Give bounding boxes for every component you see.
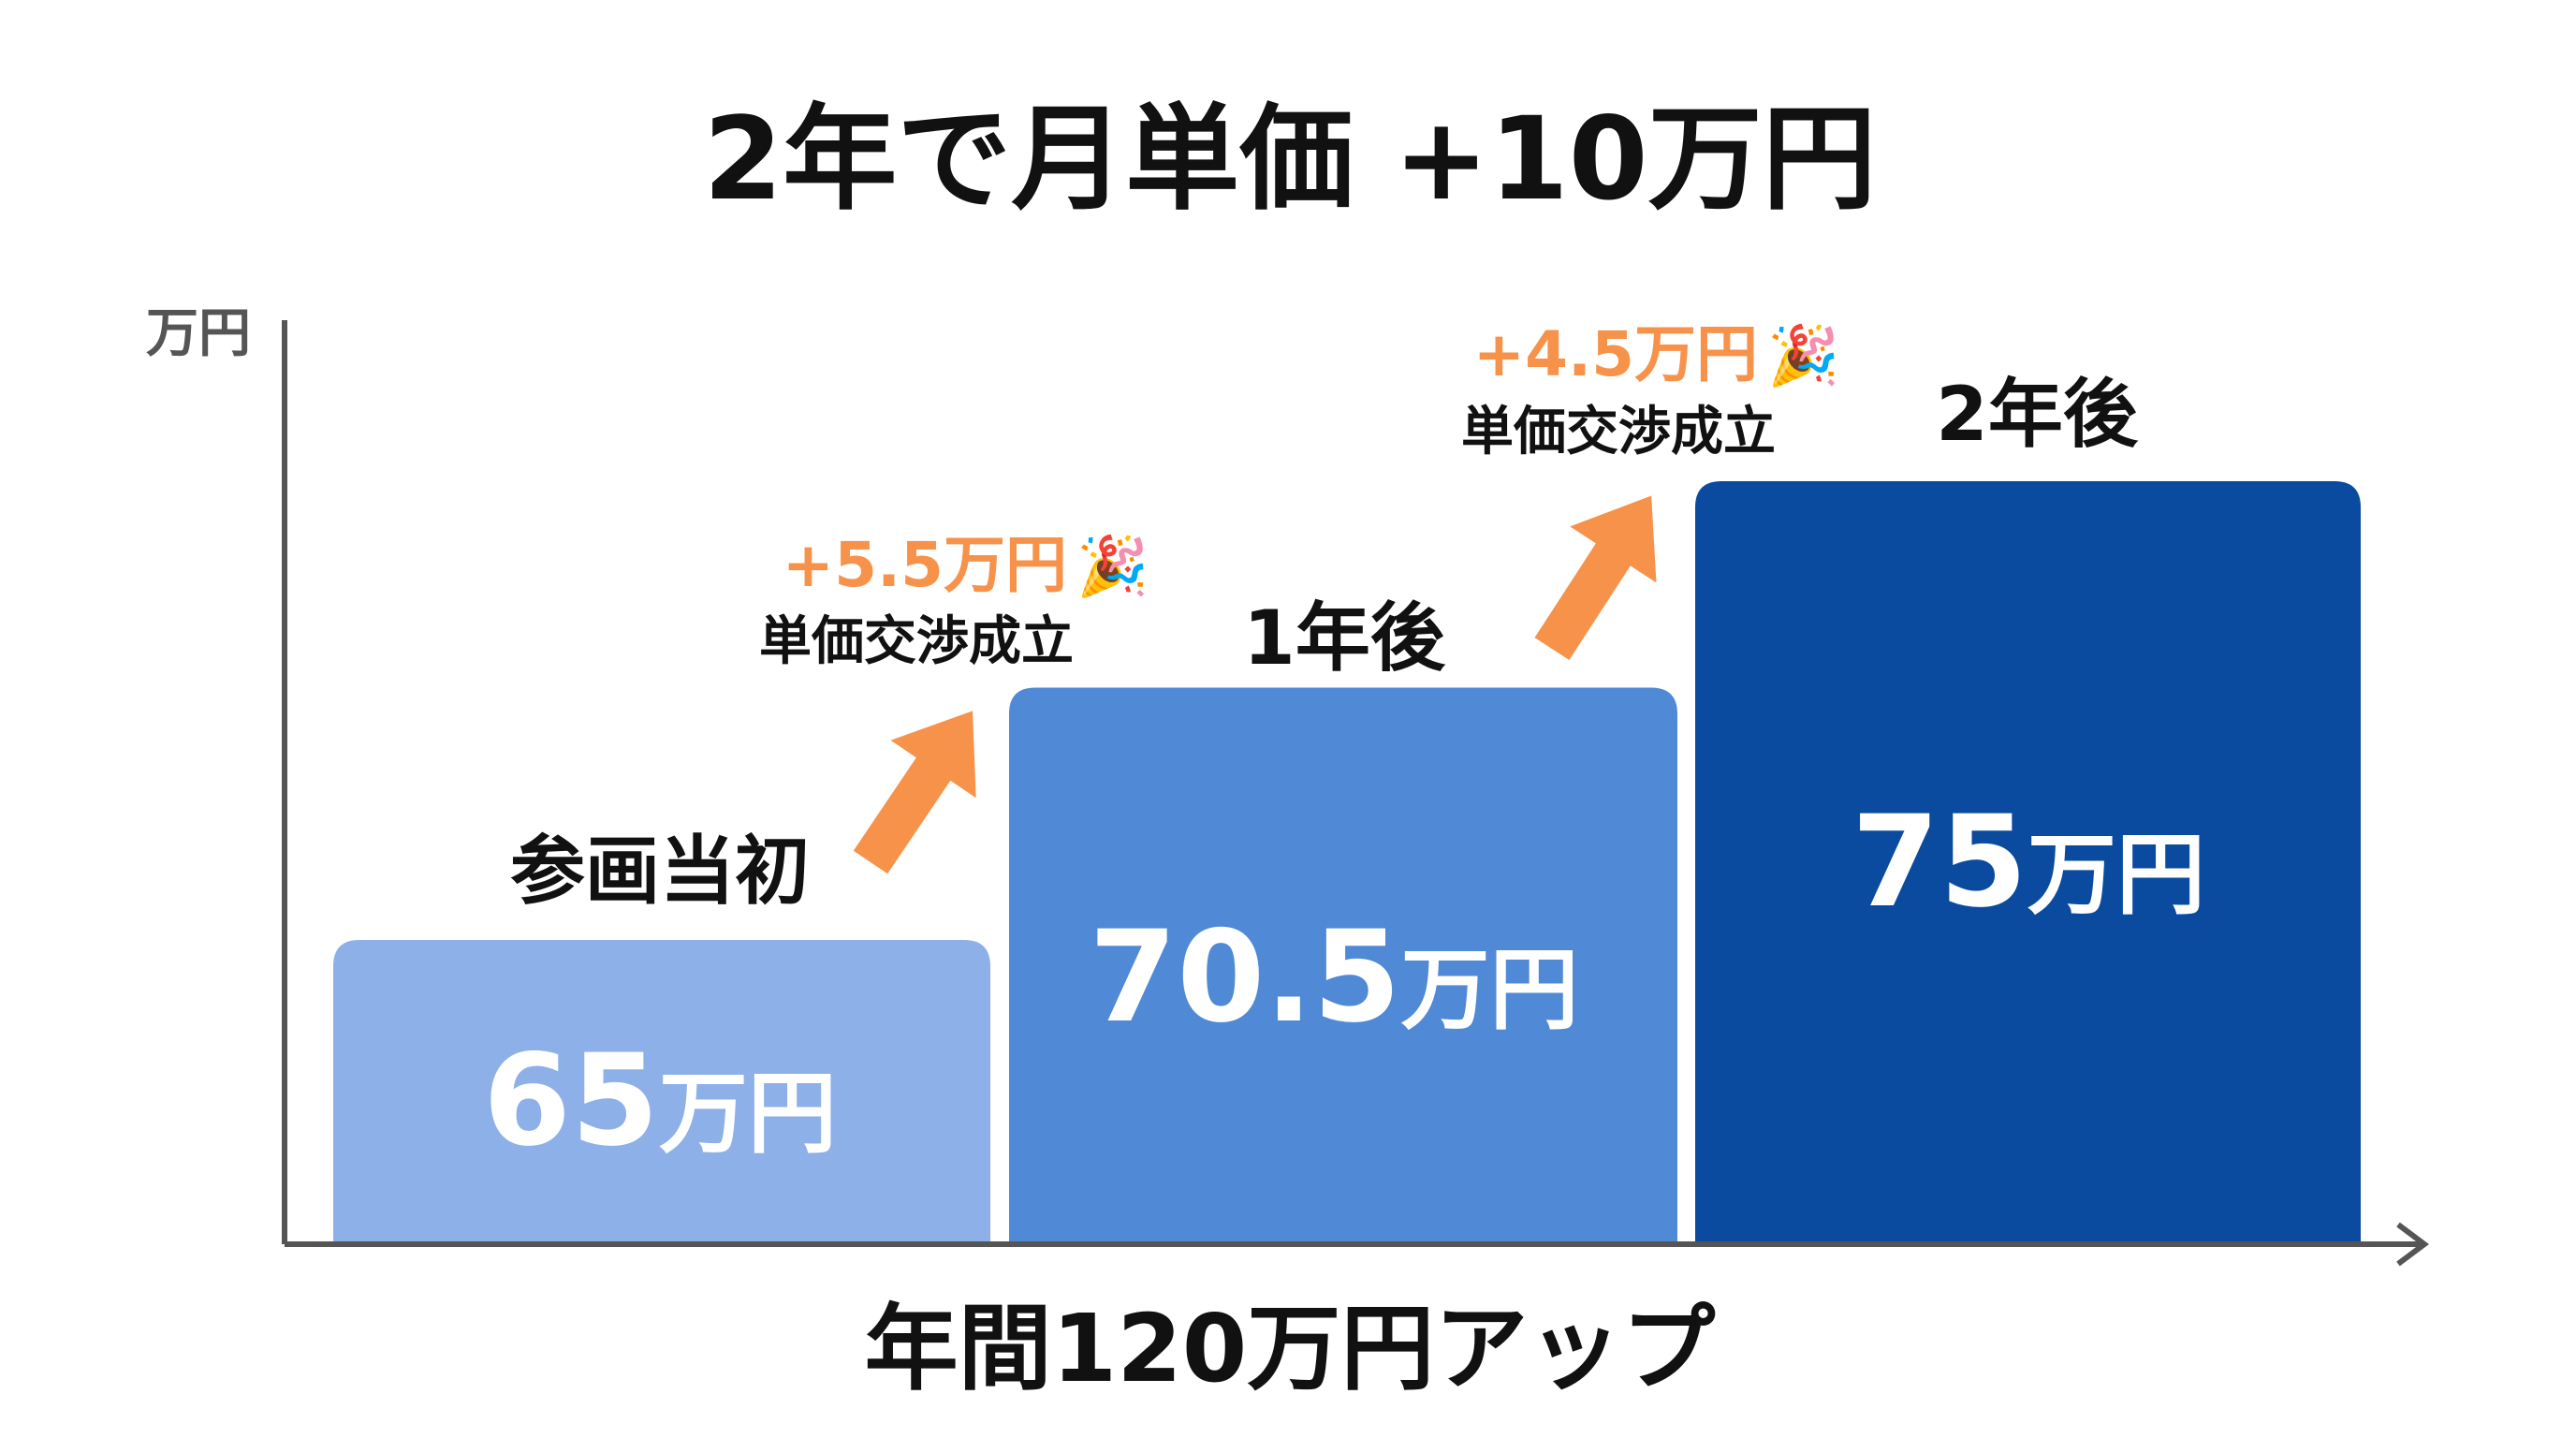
value-label-0: 65万円: [483, 1027, 837, 1174]
chart-title: 2年で月単価 +10万円: [703, 93, 1876, 226]
bar-1: [1009, 687, 1677, 1242]
x-axis-caption: 年間120万円アップ: [865, 1294, 1716, 1403]
note-label-0: 単価交渉成立: [759, 611, 1074, 672]
category-label-0: 参画当初: [510, 828, 810, 915]
value-label-1: 70.5万円: [1089, 903, 1578, 1050]
value-unit: 万円: [2027, 824, 2205, 927]
x-axis-arrow-icon: [2396, 1222, 2429, 1267]
value-unit: 万円: [1401, 939, 1579, 1042]
bar-2: [1695, 481, 2361, 1242]
value-number: 70.5: [1089, 903, 1400, 1050]
y-axis-unit-label: 万円: [146, 303, 251, 364]
value-number: 65: [483, 1027, 659, 1174]
value-label-2: 75万円: [1852, 788, 2205, 935]
category-label-2: 2年後: [1936, 371, 2139, 458]
bar-0: [333, 940, 990, 1242]
value-unit: 万円: [659, 1063, 837, 1166]
party-popper-icon: 🎉: [1076, 532, 1149, 601]
delta-label-1: +4.5万円: [1473, 318, 1758, 390]
party-popper-icon: 🎉: [1767, 321, 1839, 390]
delta-label-0: +5.5万円: [783, 529, 1067, 601]
category-label-1: 1年後: [1243, 594, 1446, 682]
value-number: 75: [1852, 788, 2027, 935]
up-arrow-icon: [853, 711, 976, 874]
up-arrow-icon: [1534, 495, 1657, 660]
note-label-1: 単価交渉成立: [1461, 402, 1776, 462]
